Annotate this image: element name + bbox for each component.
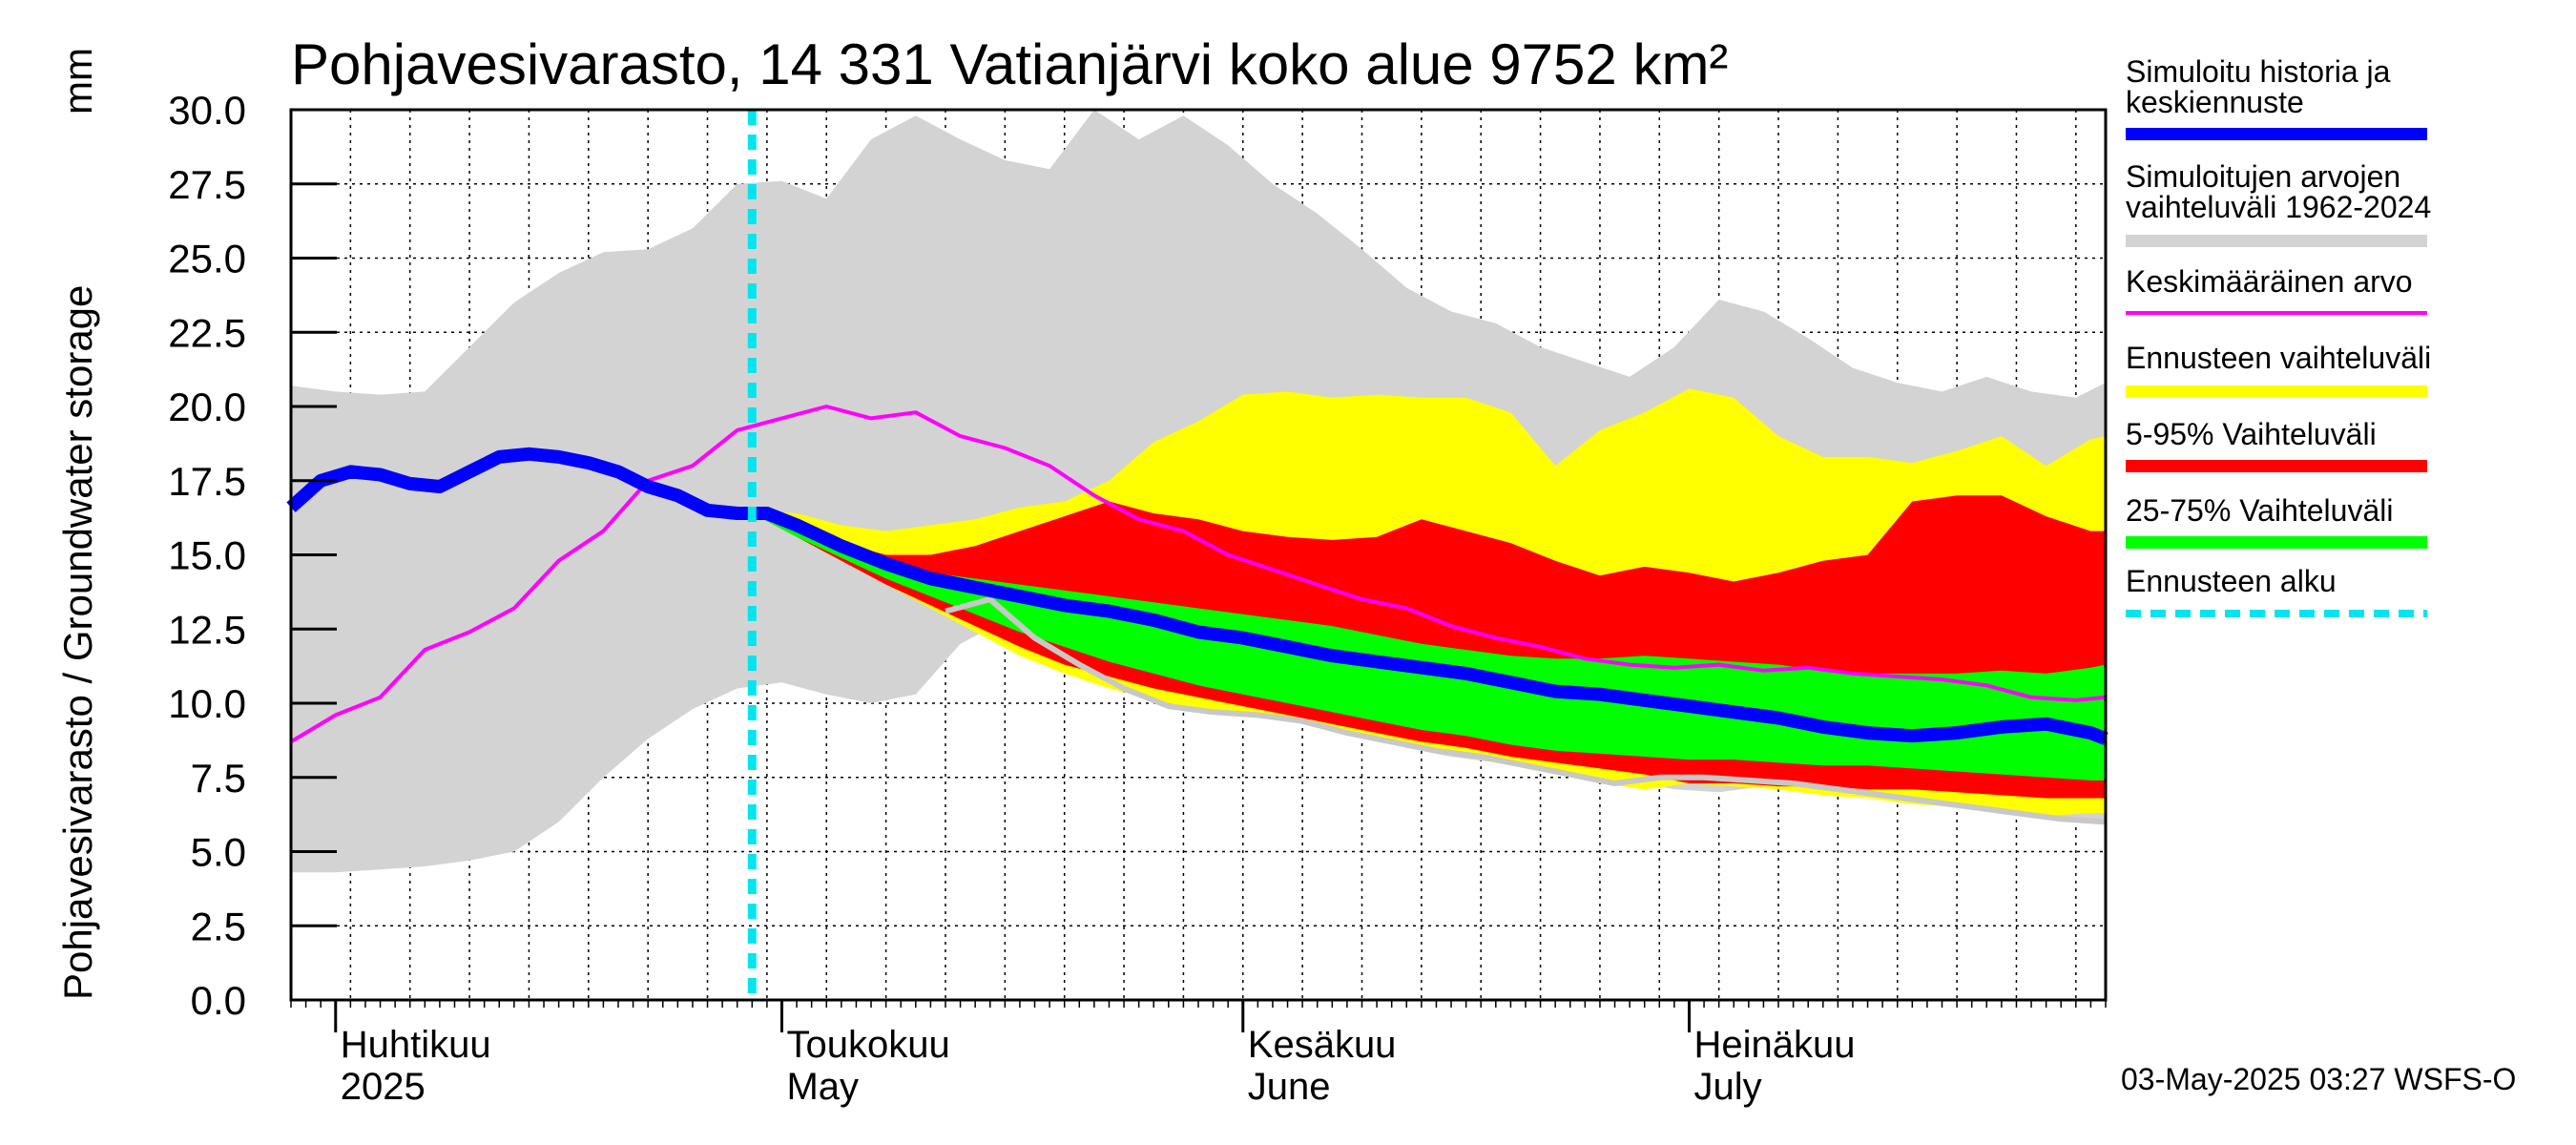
legend-label-p5-95: 5-95% Vaihteluväli [2126, 417, 2377, 451]
legend: Simuloitu historia ja keskiennuste Simul… [2126, 54, 2431, 617]
month-label-en: May [786, 1066, 859, 1108]
y-tick-label: 30.0 [168, 88, 246, 133]
legend-swatch-p5-95 [2126, 460, 2427, 472]
legend-label-mean: Keskimääräinen arvo [2126, 264, 2413, 299]
month-label-fi: Kesäkuu [1248, 1024, 1397, 1066]
legend-label-p25-75: 25-75% Vaihteluväli [2126, 493, 2393, 528]
y-tick-label: 15.0 [168, 533, 246, 578]
y-tick-label: 7.5 [191, 756, 246, 801]
chart-title: Pohjavesivarasto, 14 331 Vatianjärvi kok… [291, 32, 1728, 96]
series-line-6 [286, 447, 2109, 745]
legend-label-forecast-start: Ennusteen alku [2126, 564, 2337, 598]
series-line-5 [945, 596, 2107, 825]
month-label-en: June [1248, 1066, 1331, 1108]
legend-label-sim-history: Simuloitu historia ja [2126, 54, 2391, 89]
y-tick-label: 27.5 [168, 162, 246, 207]
series-line-4 [289, 405, 2107, 744]
legend-swatch-range [2126, 235, 2427, 247]
y-tick-label: 12.5 [168, 607, 246, 652]
plot-area [286, 109, 2109, 1001]
legend-swatch-p25-75 [2126, 536, 2427, 549]
month-label-en: 2025 [341, 1066, 426, 1108]
y-tick-label: 2.5 [191, 904, 246, 948]
footer-timestamp: 03-May-2025 03:27 WSFS-O [2121, 1062, 2516, 1096]
y-axis-unit: mm [55, 48, 100, 114]
y-tick-label: 0.0 [191, 978, 246, 1023]
legend-label-sim-history-2: keskiennuste [2126, 85, 2304, 119]
axes: 0.0 2.5 5.0 7.5 10.0 12.5 15.0 17.5 20.0 22.5 25.0… [168, 88, 2108, 1108]
legend-label-range-2: vaihteluväli 1962-2024 [2126, 190, 2431, 224]
y-tick-label: 5.0 [191, 830, 246, 875]
month-label-fi: Heinäkuu [1693, 1024, 1855, 1066]
legend-swatch-forecast-range [2126, 385, 2427, 398]
legend-label-range: Simuloitujen arvojen [2126, 159, 2400, 194]
legend-swatch-sim-history [2126, 128, 2427, 140]
y-tick-label: 22.5 [168, 310, 246, 355]
month-label-fi: Huhtikuu [341, 1024, 491, 1066]
month-label-en: July [1693, 1066, 1761, 1108]
legend-label-forecast-range: Ennusteen vaihteluväli [2126, 341, 2431, 375]
legend-swatch-mean [2126, 311, 2427, 315]
y-axis-label: Pohjavesivarasto / Groundwater storage [55, 285, 100, 1000]
y-tick-label: 20.0 [168, 385, 246, 429]
y-tick-label: 25.0 [168, 237, 246, 281]
y-tick-label: 10.0 [168, 681, 246, 726]
y-tick-label: 17.5 [168, 459, 246, 504]
month-label-fi: Toukokuu [786, 1024, 949, 1066]
